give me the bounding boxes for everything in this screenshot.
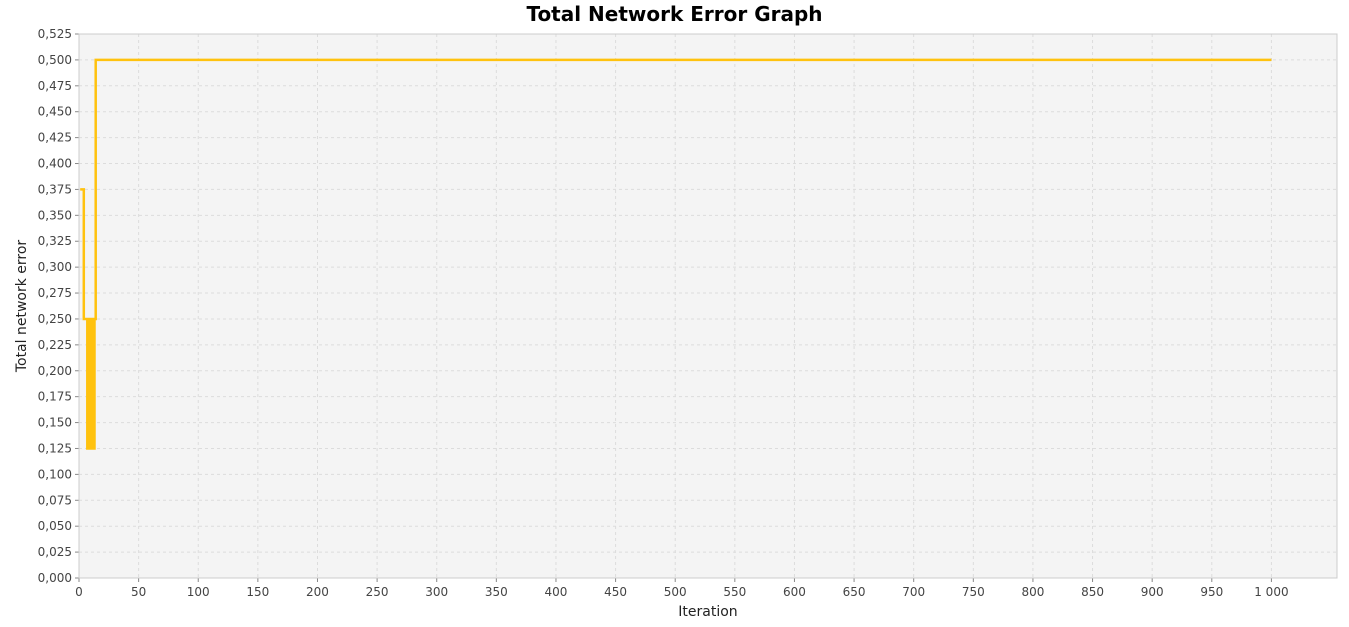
- series-line: [80, 58, 1272, 450]
- y-tick-label: 0,275: [38, 286, 72, 300]
- y-tick-label: 0,025: [38, 545, 72, 559]
- x-tick-label: 100: [187, 585, 210, 599]
- x-tick-label: 550: [723, 585, 746, 599]
- grid-lines: [79, 33, 1337, 578]
- y-tick-label: 0,000: [38, 571, 72, 585]
- x-axis-label: Iteration: [678, 604, 737, 620]
- series-layer: [80, 58, 1272, 450]
- y-tick-label: 0,425: [38, 131, 72, 145]
- x-tick-label: 1 000: [1254, 585, 1288, 599]
- x-tick-label: 900: [1141, 585, 1164, 599]
- x-tick-label: 800: [1021, 585, 1044, 599]
- x-tick-label: 500: [664, 585, 687, 599]
- y-tick-label: 0,325: [38, 234, 72, 248]
- x-tick-label: 350: [485, 585, 508, 599]
- y-tick-label: 0,475: [38, 79, 72, 93]
- x-tick-label: 750: [962, 585, 985, 599]
- y-tick-label: 0,225: [38, 338, 72, 352]
- x-tick-label: 0: [75, 585, 83, 599]
- y-tick-label: 0,150: [38, 416, 72, 430]
- y-tick-label: 0,200: [38, 364, 72, 378]
- y-tick-label: 0,400: [38, 157, 72, 171]
- y-tick-label: 0,350: [38, 208, 72, 222]
- y-axis-label: Total network error: [14, 240, 30, 374]
- y-tick-label: 0,525: [38, 27, 72, 41]
- x-tick-label: 250: [366, 585, 389, 599]
- y-tick-label: 0,175: [38, 390, 72, 404]
- y-tick-label: 0,075: [38, 493, 72, 507]
- plot-area: [79, 34, 1337, 578]
- y-tick-label: 0,450: [38, 105, 72, 119]
- y-tick-label: 0,500: [38, 53, 72, 67]
- x-tick-label: 650: [843, 585, 866, 599]
- x-tick-label: 600: [783, 585, 806, 599]
- axes: [75, 33, 1338, 582]
- plot-border: [78, 33, 1338, 579]
- y-tick-label: 0,375: [38, 182, 72, 196]
- x-tick-label: 700: [902, 585, 925, 599]
- tick-labels: 0 50 100 150 200 250 300 350 400 450 500 550 600 650 7…: [38, 27, 1289, 599]
- y-tick-label: 0,050: [38, 519, 72, 533]
- x-tick-label: 400: [545, 585, 568, 599]
- x-tick-label: 150: [246, 585, 269, 599]
- y-tick-label: 0,250: [38, 312, 72, 326]
- x-tick-label: 200: [306, 585, 329, 599]
- x-tick-label: 850: [1081, 585, 1104, 599]
- y-tick-label: 0,125: [38, 441, 72, 455]
- x-tick-label: 300: [425, 585, 448, 599]
- y-tick-label: 0,100: [38, 467, 72, 481]
- x-tick-label: 450: [604, 585, 627, 599]
- y-tick-label: 0,300: [38, 260, 72, 274]
- x-tick-label: 50: [131, 585, 146, 599]
- chart-title: Total Network Error Graph: [526, 2, 823, 26]
- x-tick-label: 950: [1200, 585, 1223, 599]
